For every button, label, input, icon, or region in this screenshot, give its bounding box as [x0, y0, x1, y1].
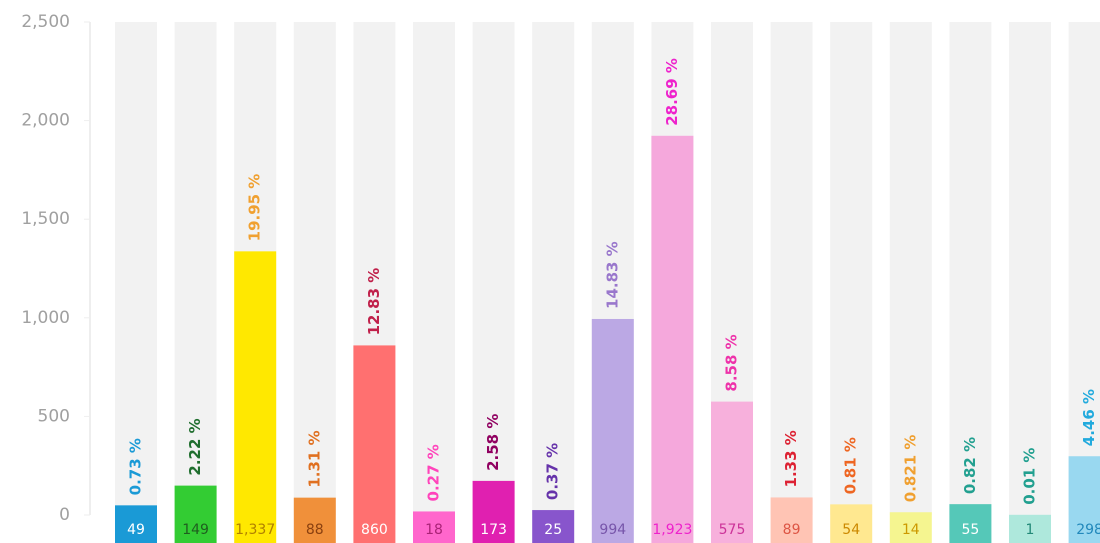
- bar-background: [532, 22, 575, 515]
- percent-label: 4.46 %: [1080, 389, 1098, 446]
- bar: [889, 512, 932, 515]
- value-label: 994: [599, 522, 626, 538]
- y-tick-label: 1,500: [21, 209, 70, 229]
- bar: [591, 318, 634, 515]
- value-box: [532, 515, 575, 543]
- bar: [651, 135, 694, 515]
- bar-background: [293, 22, 336, 515]
- y-tick-label: 0: [59, 505, 70, 525]
- bar: [711, 401, 753, 515]
- bar: [949, 504, 992, 515]
- bar-background: [830, 22, 873, 515]
- value-label: 173: [480, 522, 507, 538]
- percent-label: 1.33 %: [782, 430, 800, 487]
- value-label: 25: [544, 522, 562, 538]
- bar-background: [1009, 22, 1051, 515]
- value-label: 149: [182, 522, 209, 538]
- bar-background: [413, 22, 455, 515]
- value-label: 18: [425, 522, 443, 538]
- bar-background: [1068, 22, 1100, 515]
- value-label: 89: [783, 522, 801, 538]
- bar-background: [889, 22, 932, 515]
- value-label: 1,337: [235, 522, 275, 538]
- value-box: [174, 515, 217, 543]
- bar: [174, 485, 217, 515]
- value-label: 55: [961, 522, 979, 538]
- value-box: [413, 515, 455, 543]
- percent-label: 0.73 %: [127, 438, 145, 495]
- bar-background: [174, 22, 217, 515]
- bar-background: [949, 22, 992, 515]
- bar: [830, 504, 873, 515]
- value-label: 575: [719, 522, 746, 538]
- value-label: 1: [1026, 522, 1035, 538]
- value-label: 14: [902, 522, 920, 538]
- value-box: [770, 515, 813, 543]
- value-label: 860: [361, 522, 388, 538]
- value-box: [651, 515, 694, 543]
- value-box: [293, 515, 336, 543]
- percent-label: 12.83 %: [365, 268, 383, 336]
- percent-label: 0.27 %: [425, 444, 443, 501]
- bar-background: [770, 22, 813, 515]
- percent-label: 28.69 %: [663, 58, 681, 126]
- bar-background: [115, 22, 157, 515]
- value-label: 298: [1076, 522, 1100, 538]
- value-box: [353, 515, 396, 543]
- percent-label: 0.81 %: [842, 437, 860, 494]
- bar: [1068, 456, 1100, 515]
- value-box: [115, 515, 157, 543]
- percent-label: 14.83 %: [603, 241, 621, 309]
- y-tick-label: 500: [38, 406, 70, 426]
- percent-label: 0.821 %: [901, 435, 919, 503]
- value-box: [830, 515, 873, 543]
- percent-label: 0.01 %: [1021, 448, 1039, 505]
- value-box: [1068, 515, 1100, 543]
- bar: [472, 480, 515, 515]
- bar-background: [472, 22, 515, 515]
- percent-label: 8.58 %: [723, 334, 741, 391]
- bar: [234, 251, 277, 515]
- bar: [770, 497, 813, 515]
- bar: [293, 497, 336, 515]
- percent-label: 2.22 %: [186, 418, 204, 475]
- value-box: [711, 515, 753, 543]
- value-label: 54: [842, 522, 860, 538]
- value-label: 49: [127, 522, 145, 538]
- bar: [115, 505, 157, 515]
- y-tick-label: 2,000: [21, 111, 70, 131]
- bar: [353, 345, 396, 515]
- value-box: [889, 515, 932, 543]
- percent-label: 2.58 %: [484, 414, 502, 471]
- percent-label: 0.37 %: [544, 443, 562, 500]
- bar: [413, 511, 455, 515]
- percent-label: 1.31 %: [305, 430, 323, 487]
- value-box: [472, 515, 515, 543]
- percent-label: 19.95 %: [246, 174, 264, 242]
- y-tick-label: 1,000: [21, 308, 70, 328]
- value-box: [591, 515, 634, 543]
- value-label: 88: [306, 522, 324, 538]
- value-label: 1,923: [652, 522, 692, 538]
- value-box: [234, 515, 277, 543]
- bar: [532, 510, 575, 515]
- percent-label: 0.82 %: [961, 437, 979, 494]
- value-box: [1009, 515, 1051, 543]
- y-tick-label: 2,500: [21, 12, 70, 32]
- value-box: [949, 515, 992, 543]
